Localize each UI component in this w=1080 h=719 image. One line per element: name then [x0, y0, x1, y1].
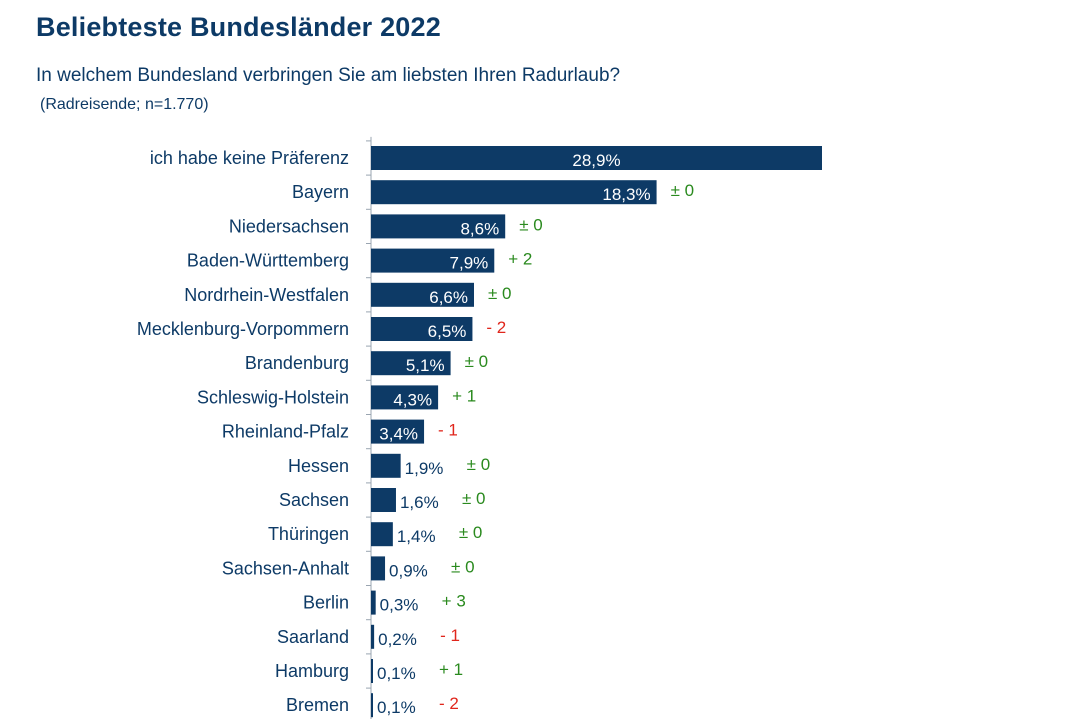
value-label: 18,3%	[602, 185, 650, 204]
bar	[371, 624, 375, 649]
bar	[371, 693, 373, 718]
value-label: 1,6%	[400, 493, 439, 512]
category-label: Saarland	[277, 627, 349, 647]
bar	[371, 556, 386, 581]
change-label: - 2	[439, 694, 459, 713]
change-label: ± 0	[467, 455, 491, 474]
category-label: Nordrhein-Westfalen	[184, 285, 349, 305]
value-label: 8,6%	[460, 219, 499, 238]
value-label: 0,1%	[377, 664, 416, 683]
change-label: - 1	[440, 626, 460, 645]
category-label: Baden-Württemberg	[187, 251, 349, 271]
value-label: 3,4%	[379, 425, 418, 444]
bar	[371, 419, 425, 444]
bar	[371, 522, 393, 547]
bar	[371, 248, 495, 273]
bar	[371, 488, 396, 512]
bar	[371, 214, 506, 239]
value-label: 1,4%	[397, 527, 436, 546]
value-label: 0,9%	[389, 561, 428, 580]
change-label: - 1	[438, 421, 458, 440]
change-label: ± 0	[671, 181, 695, 200]
chart-subtitle: In welchem Bundesland verbringen Sie am …	[36, 65, 621, 86]
category-label: Brandenburg	[245, 353, 349, 373]
change-label: ± 0	[459, 523, 483, 542]
category-label: Hessen	[288, 456, 349, 476]
change-label: ± 0	[519, 215, 543, 234]
category-label: Hamburg	[275, 661, 349, 681]
change-label: + 1	[439, 660, 463, 679]
category-label: Bremen	[286, 695, 349, 715]
chart-note: (Radreisende; n=1.770)	[40, 96, 209, 113]
category-label: Schleswig-Holstein	[197, 387, 349, 407]
bar	[371, 659, 373, 683]
chart-title: Beliebteste Bundesländer 2022	[36, 12, 441, 42]
value-label: 0,3%	[380, 596, 419, 615]
value-label: 4,3%	[393, 390, 432, 409]
value-label: 1,9%	[405, 459, 444, 478]
category-label: Sachsen-Anhalt	[222, 558, 349, 578]
bar	[371, 180, 657, 205]
bar	[371, 351, 451, 376]
value-label: 0,1%	[377, 698, 416, 717]
change-label: ± 0	[465, 352, 489, 371]
bar	[371, 282, 474, 307]
value-label: 6,5%	[428, 322, 467, 341]
value-label: 0,2%	[378, 630, 417, 649]
value-label: 28,9%	[572, 151, 620, 170]
value-label: 6,6%	[429, 288, 468, 307]
category-label: Rheinland-Pfalz	[222, 422, 349, 442]
category-label: Niedersachsen	[229, 216, 349, 236]
change-label: + 3	[442, 592, 466, 611]
category-label: Bayern	[292, 182, 349, 202]
change-label: ± 0	[451, 557, 475, 576]
bar	[371, 317, 473, 341]
category-label: ich habe keine Präferenz	[150, 148, 349, 168]
bar	[371, 590, 376, 615]
change-label: ± 0	[488, 284, 512, 303]
category-label: Thüringen	[268, 524, 349, 544]
change-label: + 1	[452, 386, 476, 405]
change-label: - 2	[486, 318, 506, 337]
bar	[371, 146, 822, 170]
change-label: ± 0	[462, 489, 486, 508]
value-label: 5,1%	[406, 356, 445, 375]
change-label: + 2	[508, 250, 532, 269]
category-label: Sachsen	[279, 490, 349, 510]
value-label: 7,9%	[450, 254, 489, 273]
category-label: Berlin	[303, 593, 349, 613]
bar	[371, 453, 401, 478]
category-label: Mecklenburg-Vorpommern	[137, 319, 349, 339]
bar	[371, 385, 439, 410]
